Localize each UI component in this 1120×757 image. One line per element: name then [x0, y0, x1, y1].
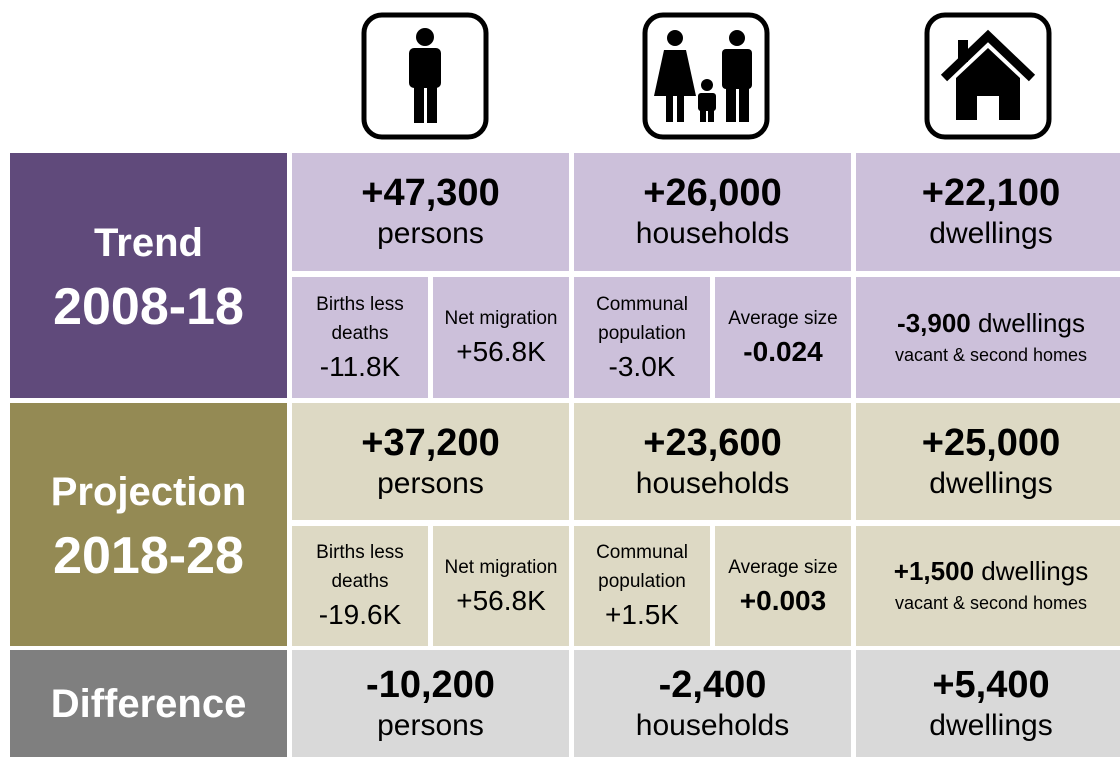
vacant-note: vacant & second homes — [894, 344, 1088, 365]
total-value: -2,400 — [658, 663, 767, 706]
total-cell: +26,000 households — [574, 153, 851, 271]
component-cell: Births less deaths -11.8K — [292, 277, 428, 398]
vacant-line: -3,900 dwellings — [897, 306, 1085, 340]
total-cell: -10,200 persons — [292, 650, 569, 757]
total-cell: +25,000 dwellings — [856, 403, 1120, 520]
person-icon — [409, 28, 441, 123]
component-value: -11.8K — [319, 350, 401, 382]
vacant-unit: dwellings — [978, 307, 1085, 338]
row-label-line: Trend — [94, 220, 203, 265]
component-cell: Net migration +56.8K — [433, 526, 569, 646]
total-value: +22,100 — [921, 172, 1061, 214]
component-value: -0.024 — [743, 336, 823, 367]
component-value: +56.8K — [456, 336, 546, 367]
house-icon — [940, 29, 1036, 120]
total-cell: +22,100 dwellings — [856, 153, 1120, 271]
row-label: Difference — [10, 650, 287, 757]
component-label: Net migration — [444, 308, 558, 329]
row-label-line: 2008-18 — [53, 277, 244, 336]
component-label: Births less deaths — [316, 293, 404, 344]
component-label: Communal population — [596, 293, 688, 344]
total-cell: -2,400 households — [574, 650, 851, 757]
vacant-unit: dwellings — [981, 556, 1089, 586]
total-unit: persons — [377, 708, 484, 742]
total-unit: dwellings — [929, 708, 1053, 742]
vacant-note: vacant & second homes — [894, 593, 1088, 613]
component-label: Net migration — [444, 556, 558, 578]
total-value: +47,300 — [361, 172, 500, 214]
vacant-value: +1,500 — [893, 556, 975, 586]
component-cell: Births less deaths -19.6K — [292, 526, 428, 646]
row-label-line: Difference — [50, 681, 247, 726]
total-unit: persons — [377, 466, 484, 500]
row-label-line: Projection — [50, 469, 247, 514]
row-label: Projection 2018-28 — [10, 403, 287, 646]
component-label: Communal population — [596, 542, 688, 592]
total-cell: +37,200 persons — [292, 403, 569, 520]
icons — [361, 12, 1052, 140]
component-cell: Communal population +1.5K — [574, 526, 710, 646]
total-unit: households — [635, 466, 790, 500]
total-unit: dwellings — [929, 466, 1053, 500]
family-icon — [654, 30, 752, 122]
total-cell: +23,600 households — [574, 403, 851, 520]
total-unit: households — [635, 708, 790, 742]
component-value: +1.5K — [605, 599, 679, 630]
vacant-cell: +1,500 dwellings vacant & second homes — [856, 526, 1120, 646]
component-label: Average size — [728, 556, 838, 578]
total-value: +25,000 — [921, 421, 1061, 464]
total-cell: +47,300 persons — [292, 153, 569, 271]
component-cell: Average size +0.003 — [715, 526, 851, 646]
family-icon-box — [642, 12, 770, 140]
total-cell: +5,400 dwellings — [856, 650, 1120, 757]
vacant-cell: -3,900 dwellings vacant & second homes — [856, 277, 1120, 398]
row-label-line: 2018-28 — [53, 526, 244, 585]
component-cell: Net migration +56.8K — [433, 277, 569, 398]
person-icon-box — [361, 12, 489, 140]
total-value: +37,200 — [361, 421, 500, 464]
component-value: -19.6K — [318, 599, 402, 630]
row-label: Trend 2008-18 — [10, 153, 287, 398]
total-value: +5,400 — [932, 663, 1050, 706]
total-value: +23,600 — [643, 421, 782, 464]
component-cell: Average size -0.024 — [715, 277, 851, 398]
component-value: +56.8K — [456, 584, 546, 616]
vacant-value: -3,900 — [897, 307, 971, 338]
total-unit: dwellings — [929, 217, 1053, 250]
component-value: -3.0K — [608, 350, 676, 382]
total-unit: households — [635, 217, 790, 250]
total-value: -10,200 — [366, 663, 495, 706]
component-value: +0.003 — [739, 584, 827, 616]
component-label: Births less deaths — [316, 542, 404, 592]
vacant-line: +1,500 dwellings — [894, 554, 1088, 588]
total-unit: persons — [377, 217, 484, 250]
total-value: +26,000 — [643, 172, 782, 214]
component-label: Average size — [728, 308, 838, 329]
component-cell: Communal population -3.0K — [574, 277, 710, 398]
house-icon-box — [924, 12, 1052, 140]
